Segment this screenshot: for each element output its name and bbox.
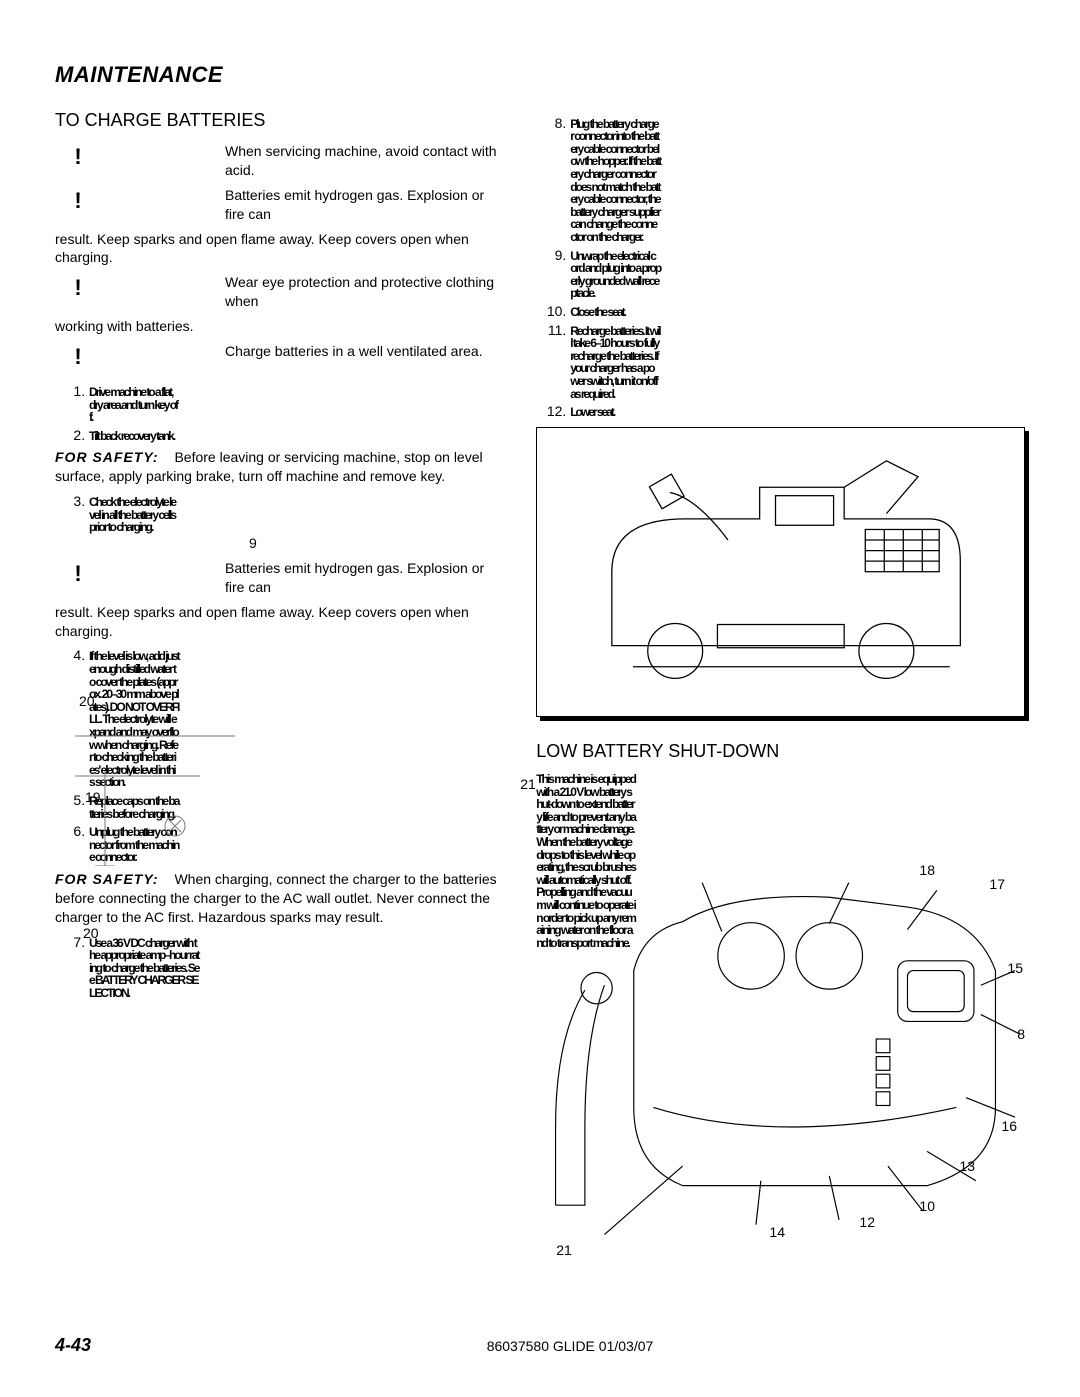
overlay-number-21-left: 21 <box>520 775 536 794</box>
step-item: Recharge batteries. It will take 6–10 ho… <box>570 321 1025 401</box>
right-column: Plug the battery charger connector into … <box>536 108 1025 1270</box>
vehicle-svg-icon <box>552 445 1010 698</box>
step-text: Tilt back recovery tank. <box>89 430 179 443</box>
two-column-layout: TO CHARGE BATTERIES ! When servicing mac… <box>55 108 1025 1270</box>
safety-note-2: FOR SAFETY: When charging, connect the c… <box>55 870 506 927</box>
step-text: Recharge batteries. It will take 6–10 ho… <box>570 325 660 401</box>
document-id: 86037580 GLIDE 01/03/07 <box>115 1337 1025 1356</box>
low-battery-paragraph: This machine is equipped with a 21.0 V l… <box>536 773 636 949</box>
step-item: Drive machine to a flat, dry area and tu… <box>89 382 506 424</box>
step-text: Check the electrolyte level in all the b… <box>89 496 179 534</box>
step-item: Tilt back recovery tank. <box>89 426 506 443</box>
overlay-number-20: 20 <box>79 692 95 711</box>
page-footer: 4-43 86037580 GLIDE 01/03/07 <box>55 1333 1025 1357</box>
vehicle-side-diagram <box>536 427 1025 717</box>
step-item: Unwrap the electrical cord and plug into… <box>570 246 1025 300</box>
step-text: Plug the battery charger connector into … <box>570 118 660 244</box>
warning-icon: ! <box>63 186 93 216</box>
step-item: Check the electrolyte level in all the b… <box>89 492 506 553</box>
warning-icon: ! <box>63 142 93 172</box>
page-title: MAINTENANCE <box>55 60 1025 90</box>
callout-15: 15 <box>1007 959 1023 978</box>
callout-8: 8 <box>1017 1025 1025 1044</box>
warning-continuation: result. Keep sparks and open flame away.… <box>55 603 506 641</box>
callout-10: 10 <box>919 1197 935 1216</box>
step-text: Unwrap the electrical cord and plug into… <box>570 250 660 300</box>
warning-continuation: working with batteries. <box>55 317 506 336</box>
callout-14: 14 <box>769 1223 785 1242</box>
warning-continuation: result. Keep sparks and open flame away.… <box>55 230 506 268</box>
warning-text: Charge batteries in a well ventilated ar… <box>225 342 506 361</box>
overlay-number-20b: 20 <box>83 924 99 943</box>
warning-text: Batteries emit hydrogen gas. Explosion o… <box>225 559 506 597</box>
warning-ventilated: ! Charge batteries in a well ventilated … <box>55 342 506 376</box>
warning-icon: ! <box>63 342 93 372</box>
step-text: Use a 36 V DC charger with the appropria… <box>89 937 199 1000</box>
callout-17: 17 <box>989 875 1005 894</box>
warning-hydrogen-1: ! Batteries emit hydrogen gas. Explosion… <box>55 186 506 224</box>
warning-eye-protection: ! Wear eye protection and protective clo… <box>55 273 506 311</box>
warning-acid: ! When servicing machine, avoid contact … <box>55 142 506 180</box>
warning-text: Wear eye protection and protective cloth… <box>225 273 506 311</box>
callout-16: 16 <box>1001 1117 1017 1136</box>
warning-icon: ! <box>63 273 93 303</box>
steps-list-b: Check the electrolyte level in all the b… <box>55 492 506 553</box>
steps-list-e: Plug the battery charger connector into … <box>536 114 1025 419</box>
page-number: 4-43 <box>55 1333 115 1357</box>
callout-21-right: 21 <box>556 1241 572 1260</box>
step-item: Plug the battery charger connector into … <box>570 114 1025 244</box>
safety-label: FOR SAFETY: <box>55 871 171 887</box>
warning-text: When servicing machine, avoid contact wi… <box>225 142 506 180</box>
warning-text: Batteries emit hydrogen gas. Explosion o… <box>225 186 506 224</box>
step-item: Lower seat. <box>570 402 1025 419</box>
step-text: Drive machine to a flat, dry area and tu… <box>89 386 179 424</box>
step-item: Use a 36 V DC charger with the appropria… <box>89 933 506 1000</box>
steps-list-d: Use a 36 V DC charger with the appropria… <box>55 933 506 1000</box>
heading-charge-batteries: TO CHARGE BATTERIES <box>55 108 506 132</box>
steps-list-a: Drive machine to a flat, dry area and tu… <box>55 382 506 442</box>
callout-18: 18 <box>919 861 935 880</box>
left-column: TO CHARGE BATTERIES ! When servicing mac… <box>55 108 506 1270</box>
warning-hydrogen-2: ! Batteries emit hydrogen gas. Explosion… <box>55 559 506 597</box>
step-text: Lower seat. <box>570 406 660 419</box>
warning-icon: ! <box>63 559 93 589</box>
callout-13: 13 <box>959 1157 975 1176</box>
callout-12: 12 <box>859 1213 875 1232</box>
safety-label: FOR SAFETY: <box>55 449 171 465</box>
step-text: Close the seat. <box>570 306 660 319</box>
heading-low-battery: LOW BATTERY SHUT-DOWN <box>536 739 1025 763</box>
step-item: Close the seat. <box>570 302 1025 319</box>
overlay-number-19: 19 <box>85 788 101 807</box>
overlay-number-9: 9 <box>249 534 257 553</box>
safety-note-1: FOR SAFETY: Before leaving or servicing … <box>55 448 506 486</box>
